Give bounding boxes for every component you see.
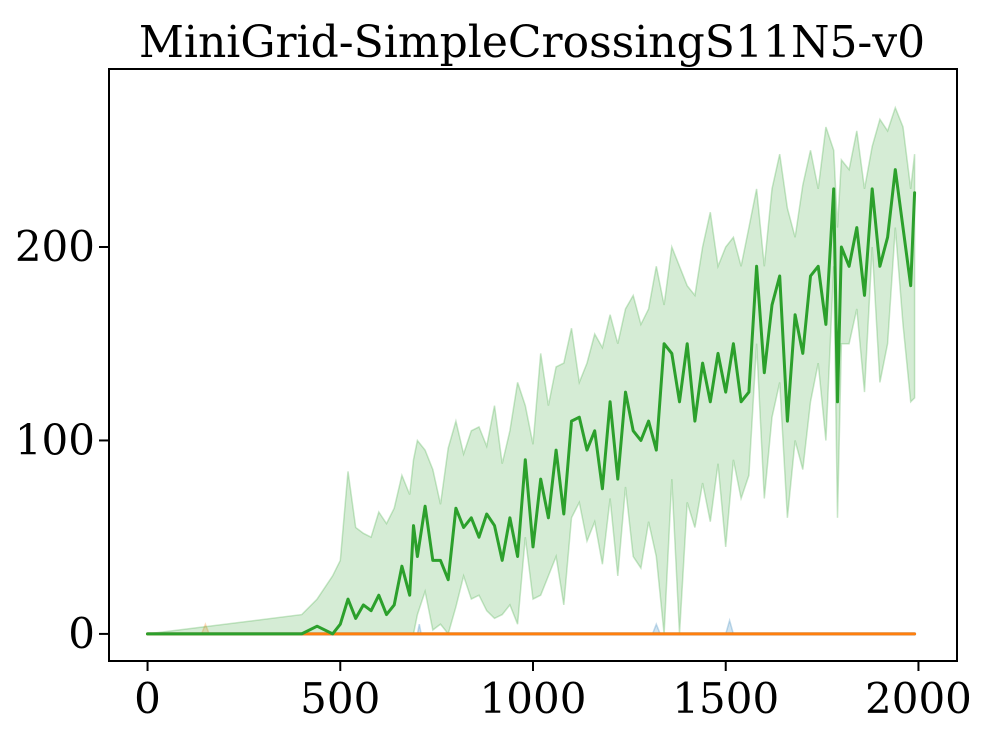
x-tick-label: 1000 [480, 674, 587, 723]
x-axis: 0 500 1000 1500 2000 [134, 661, 972, 723]
x-tick-label: 500 [300, 674, 380, 723]
series-2-line [146, 168, 917, 636]
x-tick-label: 0 [134, 674, 161, 723]
y-tick-label: 0 [68, 609, 95, 658]
y-tick-label: 200 [15, 222, 95, 271]
series-lines [146, 168, 917, 636]
chart-title: MiniGrid-SimpleCrossingS11N5-v0 [139, 17, 925, 68]
y-tick-label: 100 [15, 415, 95, 464]
x-tick-label: 2000 [865, 674, 972, 723]
series-2-band [147, 105, 916, 636]
x-tick-label: 1500 [672, 674, 779, 723]
series-bands [147, 105, 916, 636]
y-axis: 0 100 200 [15, 222, 109, 658]
